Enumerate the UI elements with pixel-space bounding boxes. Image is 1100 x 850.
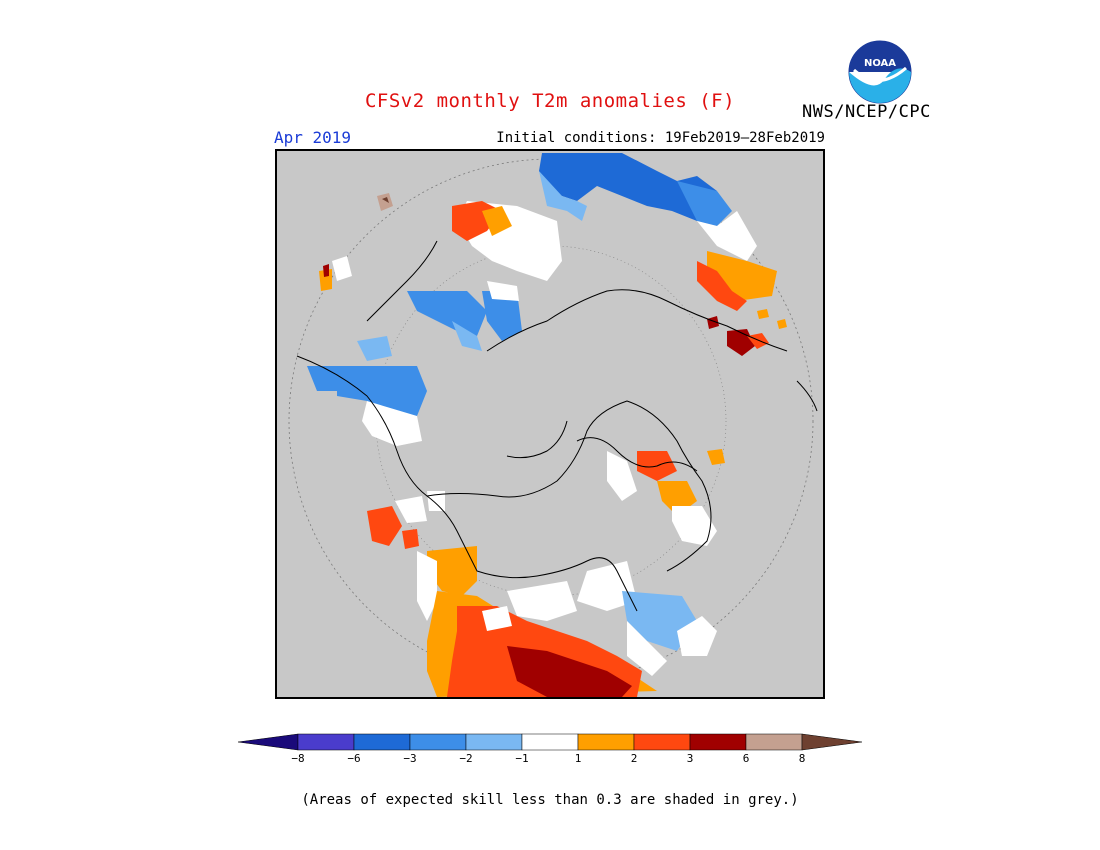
colorbar-segment <box>297 733 355 751</box>
colorbar-tick: 1 <box>574 752 582 765</box>
colorbar-right-arrow <box>801 733 863 751</box>
colorbar-segment <box>689 733 747 751</box>
skill-footnote: (Areas of expected skill less than 0.3 a… <box>301 792 799 808</box>
colorbar-tick: −8 <box>291 752 305 765</box>
colorbar-labels: −8 −6 −3 −2 −1 1 2 3 6 8 <box>238 752 862 770</box>
noaa-logo: NOAA <box>848 40 912 104</box>
colorbar-segment <box>577 733 635 751</box>
agency-label: NWS/NCEP/CPC <box>802 102 931 122</box>
colorbar-segment <box>745 733 803 751</box>
colorbar-tick: −6 <box>347 752 361 765</box>
colorbar-tick: 3 <box>686 752 694 765</box>
colorbar-tick: 8 <box>798 752 806 765</box>
anomaly-regions <box>307 153 787 697</box>
logo-text: NOAA <box>864 58 896 69</box>
colorbar-segment <box>465 733 523 751</box>
colorbar-segment <box>353 733 411 751</box>
chart-title: CFSv2 monthly T2m anomalies (F) <box>364 90 736 112</box>
colorbar <box>237 732 863 752</box>
colorbar-tick: −3 <box>403 752 417 765</box>
colorbar-tick: −1 <box>515 752 529 765</box>
initial-conditions: Initial conditions: 19Feb2019–28Feb2019 <box>496 130 825 146</box>
colorbar-tick: 6 <box>742 752 750 765</box>
colorbar-segment <box>633 733 691 751</box>
colorbar-tick: 2 <box>630 752 638 765</box>
colorbar-segment <box>409 733 467 751</box>
colorbar-left-arrow <box>237 733 299 751</box>
colorbar-segment <box>521 733 579 751</box>
forecast-month: Apr 2019 <box>274 128 352 147</box>
polar-map <box>275 149 825 699</box>
colorbar-tick: −2 <box>459 752 473 765</box>
coastlines <box>296 240 818 612</box>
